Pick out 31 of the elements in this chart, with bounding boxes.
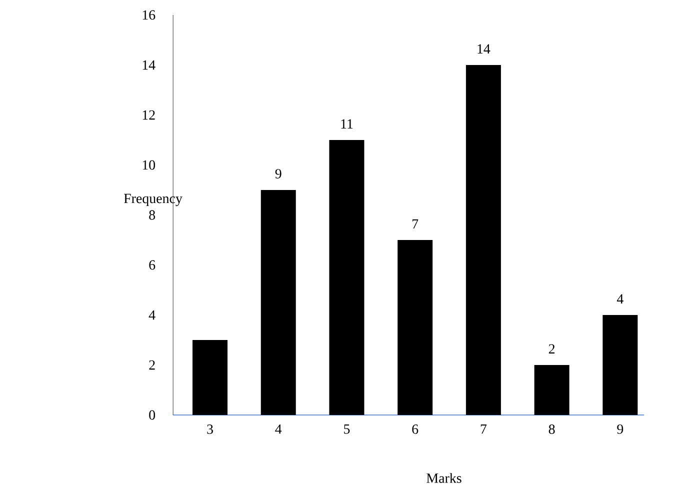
y-tick-label: 14 xyxy=(142,60,156,70)
y-tick-label: 12 xyxy=(142,110,155,120)
x-tick-label: 3 xyxy=(207,424,213,434)
y-tick-label: 4 xyxy=(148,310,156,320)
bar xyxy=(329,140,364,415)
x-tick-label: 8 xyxy=(548,424,555,434)
bar xyxy=(398,240,433,415)
y-tick-label: 0 xyxy=(149,410,156,420)
data-label: 4 xyxy=(616,294,624,304)
y-tick-label: 8 xyxy=(149,210,156,220)
bar xyxy=(260,190,296,415)
x-tick-label: 4 xyxy=(275,424,282,434)
x-tick-label: 9 xyxy=(617,424,624,434)
data-label: 7 xyxy=(412,219,418,228)
data-label: 14 xyxy=(478,44,490,54)
bar xyxy=(466,64,501,415)
x-tick-label: 6 xyxy=(412,424,418,434)
x-tick-label: 5 xyxy=(344,424,350,434)
y-tick-label: 2 xyxy=(149,360,155,370)
data-label: 11 xyxy=(341,119,353,128)
y-tick-label: 16 xyxy=(142,10,156,20)
y-tick-label: 10 xyxy=(142,160,156,170)
x-tick-label: 7 xyxy=(480,424,487,434)
data-label: 2 xyxy=(548,344,555,354)
y-tick-label: 6 xyxy=(149,260,156,270)
bar xyxy=(534,364,570,415)
bar xyxy=(602,314,638,415)
y-axis-title: Frequency xyxy=(124,194,182,206)
x-axis-title: Marks xyxy=(426,473,462,483)
data-label: 9 xyxy=(275,169,282,178)
bar xyxy=(192,340,228,415)
